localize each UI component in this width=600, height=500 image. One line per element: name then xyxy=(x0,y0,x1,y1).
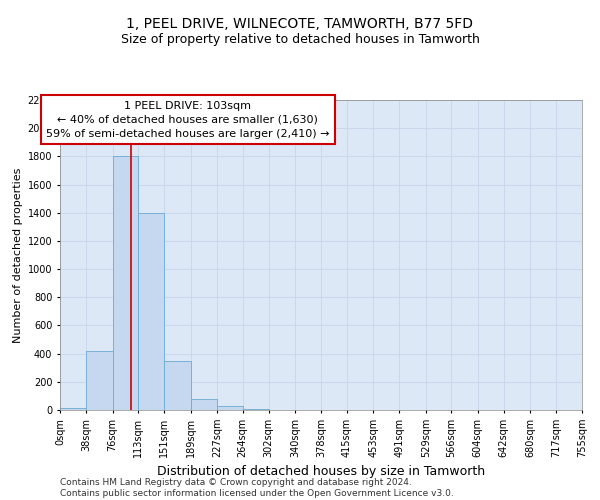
Bar xyxy=(86,351,113,410)
Bar xyxy=(60,408,86,410)
Y-axis label: Number of detached properties: Number of detached properties xyxy=(13,168,23,342)
Text: Size of property relative to detached houses in Tamworth: Size of property relative to detached ho… xyxy=(121,32,479,46)
X-axis label: Distribution of detached houses by size in Tamworth: Distribution of detached houses by size … xyxy=(157,466,485,478)
Bar xyxy=(191,398,217,410)
Text: 1, PEEL DRIVE, WILNECOTE, TAMWORTH, B77 5FD: 1, PEEL DRIVE, WILNECOTE, TAMWORTH, B77 … xyxy=(127,18,473,32)
Bar xyxy=(138,212,164,410)
Bar xyxy=(217,406,242,410)
Bar xyxy=(113,156,138,410)
Text: Contains HM Land Registry data © Crown copyright and database right 2024.
Contai: Contains HM Land Registry data © Crown c… xyxy=(60,478,454,498)
Bar xyxy=(164,360,191,410)
Text: 1 PEEL DRIVE: 103sqm
← 40% of detached houses are smaller (1,630)
59% of semi-de: 1 PEEL DRIVE: 103sqm ← 40% of detached h… xyxy=(46,100,329,138)
